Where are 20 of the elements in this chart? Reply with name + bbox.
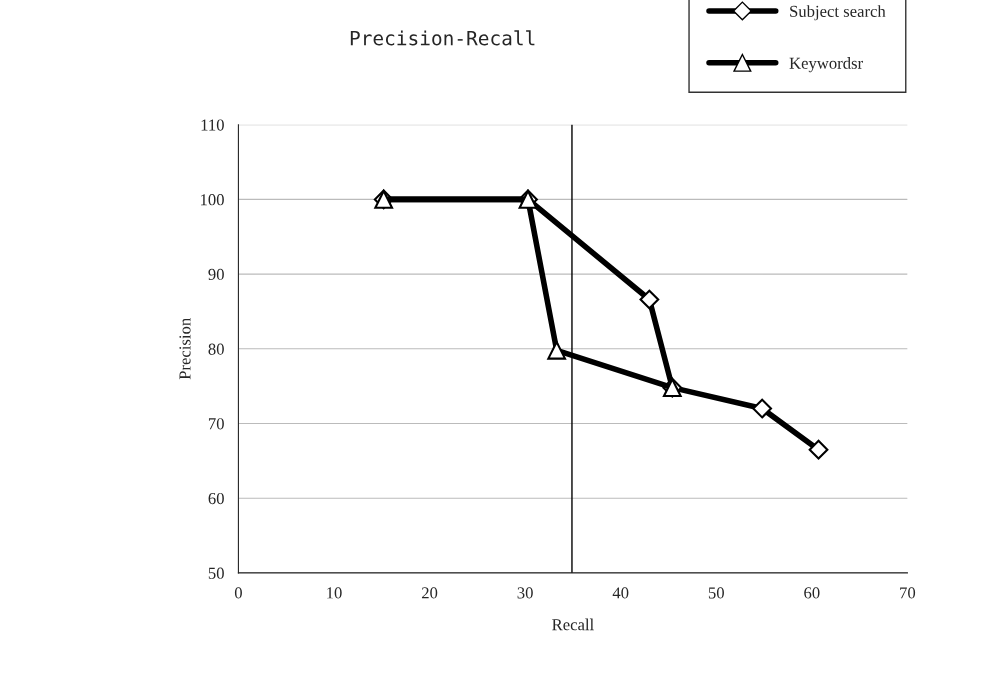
y-tick-label: 70 xyxy=(208,418,224,430)
y-axis-title: Precision xyxy=(179,318,191,380)
y-tick-label: 50 xyxy=(208,567,224,579)
x-tick-label: 0 xyxy=(234,587,242,599)
x-tick-label: 10 xyxy=(327,587,342,599)
y-tick-label: 100 xyxy=(201,194,224,206)
y-tick-label: 80 xyxy=(208,343,224,355)
legend-label: Subject search xyxy=(790,5,886,21)
x-tick-label: 40 xyxy=(612,587,629,599)
legend-label: Keywordsr xyxy=(789,57,863,73)
x-tick-label: 20 xyxy=(421,587,438,599)
x-tick-label: 70 xyxy=(900,587,916,599)
y-tick-label: 110 xyxy=(201,119,224,131)
chart-title: Precision-Recall xyxy=(350,30,535,46)
y-tick-label: 60 xyxy=(208,492,224,505)
x-tick-label: 60 xyxy=(804,587,820,599)
y-tick-label: 90 xyxy=(208,268,224,281)
x-tick-label: 50 xyxy=(708,587,724,599)
x-tick-label: 30 xyxy=(517,587,533,599)
x-axis-title: Recall xyxy=(552,618,594,631)
